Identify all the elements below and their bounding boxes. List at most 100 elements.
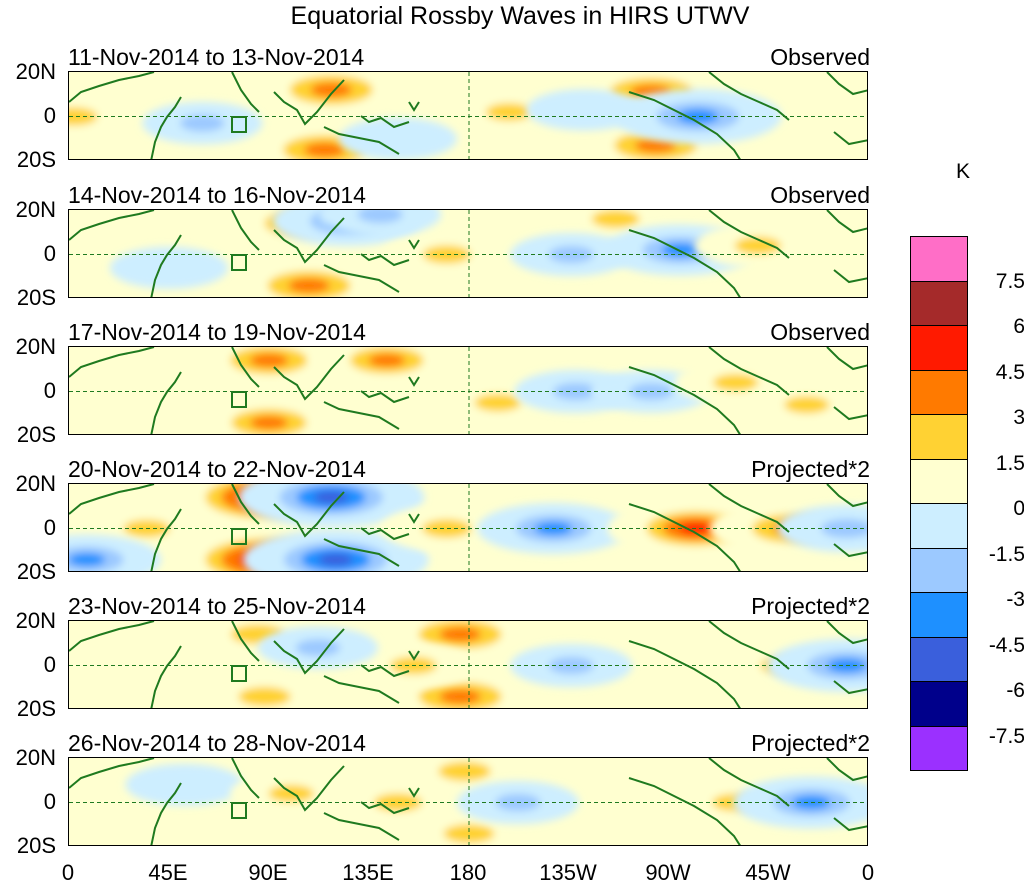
coastline	[708, 347, 790, 396]
lat-tick-label: 20N	[15, 59, 56, 84]
coastline	[360, 253, 410, 267]
lat-tick-label: 0	[43, 515, 56, 540]
coastline	[273, 354, 345, 401]
anomaly-feature	[190, 347, 348, 387]
lat-tick-label: 0	[43, 789, 56, 814]
anomaly-feature	[142, 101, 263, 145]
anomaly-feature	[380, 505, 514, 552]
anomaly-contour	[357, 210, 403, 224]
coastline	[231, 210, 260, 251]
coastline	[69, 210, 155, 241]
heatmap-panel	[68, 346, 868, 435]
heatmap-panel	[68, 71, 868, 160]
lat-tick-label: 0	[43, 652, 56, 677]
anomaly-contour	[313, 491, 349, 504]
anomaly-feature	[338, 117, 458, 159]
panel-date-label: 14-Nov-2014 to 16-Nov-2014	[68, 182, 366, 208]
coastline	[833, 269, 867, 284]
colorbar-swatch	[910, 592, 968, 638]
colorbar-level-label: -1.5	[988, 542, 1024, 566]
lat-tick-label: 20N	[15, 608, 56, 633]
coastline	[628, 503, 741, 571]
colorbar-level-label: 7.5	[995, 269, 1024, 293]
coastline	[408, 513, 420, 524]
coastline	[833, 817, 867, 832]
anomaly-feature	[694, 223, 821, 268]
panel-date-label: 23-Nov-2014 to 25-Nov-2014	[68, 593, 366, 619]
lon-tick-label: 45E	[148, 860, 188, 885]
anomaly-feature	[510, 233, 633, 276]
anomaly-contour	[439, 627, 481, 642]
colorbar	[910, 236, 968, 771]
colorbar-swatch	[910, 636, 968, 682]
coastline	[628, 91, 741, 159]
lat-tick-label: 20N	[15, 197, 56, 222]
coastline	[708, 484, 790, 533]
heatmap-panel	[68, 757, 868, 846]
anomaly-feature	[192, 397, 346, 434]
coastline	[833, 131, 867, 146]
colorbar-level-label: -3	[1006, 588, 1024, 611]
panel-date-label: 20-Nov-2014 to 22-Nov-2014	[68, 456, 366, 482]
coastline	[628, 640, 741, 708]
heatmap-panel	[68, 209, 868, 298]
coastline	[628, 366, 741, 434]
lat-tick-label: 0	[43, 103, 56, 128]
colorbar-level-label: 0	[1013, 497, 1024, 520]
panel-type-label: Observed	[770, 182, 870, 208]
coastline	[231, 347, 260, 388]
lat-tick-label: 20S	[16, 833, 56, 858]
panel-date-label: 17-Nov-2014 to 19-Nov-2014	[68, 319, 366, 345]
anomaly-contour	[368, 353, 406, 368]
colorbar-level-label: 1.5	[995, 451, 1024, 475]
colorbar-level-label: -4.5	[988, 633, 1024, 657]
coastline	[833, 543, 867, 558]
panel-type-label: Projected*2	[751, 456, 870, 482]
anomaly-feature	[194, 672, 336, 708]
anomaly-contour	[69, 94, 139, 139]
coastline	[323, 126, 400, 155]
anomaly-feature	[319, 210, 442, 236]
coastline	[150, 371, 182, 434]
anomaly-contour	[338, 117, 458, 159]
anomaly-contour	[109, 246, 229, 289]
coastline	[826, 72, 867, 96]
anomaly-contour	[821, 519, 867, 538]
coastline	[69, 72, 155, 103]
coastline	[360, 527, 410, 541]
lat-tick-label: 0	[43, 378, 56, 403]
lat-tick-label: 20S	[16, 696, 56, 721]
lon-tick-label: 0	[61, 860, 75, 885]
coastline	[360, 115, 410, 129]
anomaly-feature	[225, 258, 393, 297]
lon-tick-label: 180	[449, 860, 487, 885]
anomaly-contour	[422, 519, 472, 538]
coastline	[360, 390, 410, 404]
anomaly-feature	[614, 89, 782, 144]
colorbar-level-label: 6	[1013, 315, 1024, 338]
coastline	[408, 376, 420, 387]
coastline	[360, 801, 410, 815]
coastline	[708, 210, 790, 259]
coastline	[323, 264, 400, 293]
anomaly-feature	[257, 626, 378, 669]
lon-tick-label: 0	[861, 860, 875, 885]
anomaly-contour	[439, 689, 481, 704]
coastline	[150, 96, 182, 159]
panel-plot	[69, 210, 867, 297]
coastline	[708, 758, 790, 807]
anomaly-contour	[249, 353, 289, 368]
coastline	[150, 234, 182, 297]
coastline	[323, 812, 400, 841]
colorbar-level-label: 4.5	[995, 360, 1024, 384]
colorbar-swatch	[910, 681, 968, 727]
coastline	[231, 758, 260, 799]
anomaly-contour	[310, 82, 352, 98]
coastline	[150, 782, 182, 845]
panel-date-label: 26-Nov-2014 to 28-Nov-2014	[68, 730, 366, 756]
anomaly-contour	[238, 687, 291, 707]
anomaly-contour	[295, 639, 341, 657]
chart-title: Equatorial Rossby Waves in HIRS UTWV	[290, 2, 750, 30]
anomaly-contour	[318, 553, 353, 566]
lat-tick-label: 20S	[16, 285, 56, 310]
